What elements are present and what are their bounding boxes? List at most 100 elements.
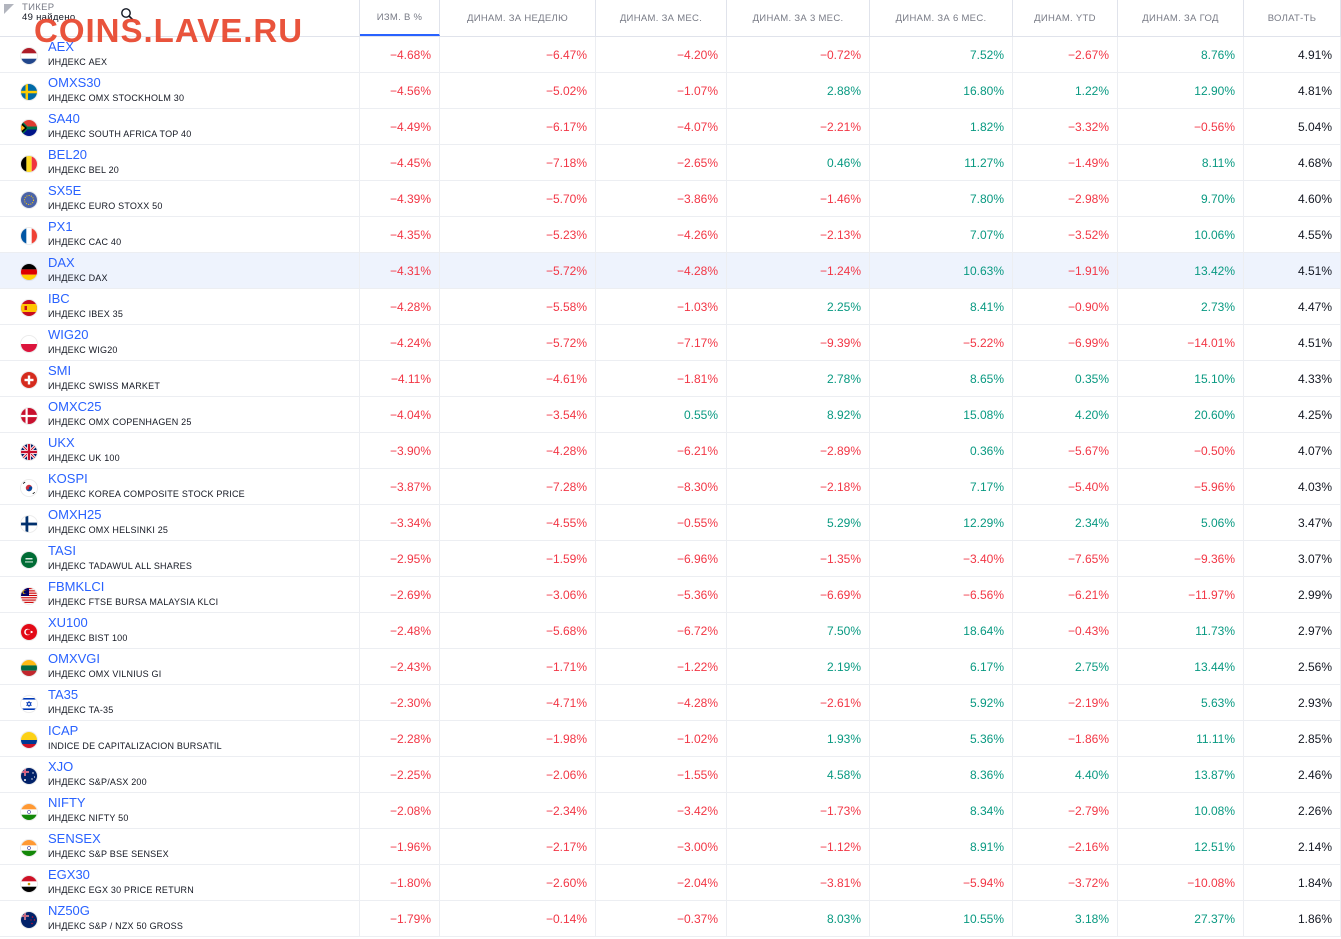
header-perf-ytd[interactable]: ДИНАМ. YTD [1013, 0, 1118, 36]
perf-6-month-cell: 7.17% [870, 469, 1013, 504]
header-perf-week[interactable]: ДИНАМ. ЗА НЕДЕЛЮ [440, 0, 596, 36]
ticker-symbol-link[interactable]: OMXVGI [48, 651, 101, 666]
table-row[interactable]: KOSPI ИНДЕКС KOREA COMPOSITE STOCK PRICE −… [0, 469, 1341, 505]
ticker-cell: FBMKLCI ИНДЕКС FTSE BURSA MALAYSIA KLCI [0, 577, 360, 612]
ticker-symbol-link[interactable]: ICAP [48, 723, 79, 738]
table-row[interactable]: FBMKLCI ИНДЕКС FTSE BURSA MALAYSIA KLCI −2… [0, 577, 1341, 613]
ticker-symbol-link[interactable]: KOSPI [48, 471, 88, 486]
perf-3-month-cell: 5.29% [727, 505, 870, 540]
ticker-symbol-link[interactable]: SMI [48, 363, 72, 378]
table-row[interactable]: EGX30 ИНДЕКС EGX 30 PRICE RETURN −1.80% −2.… [0, 865, 1341, 901]
table-row[interactable]: OMXVGI ИНДЕКС OMX VILNIUS GI −2.43% −1.71% −… [0, 649, 1341, 685]
table-row[interactable]: OMXC25 ИНДЕКС OMX COPENHAGEN 25 −4.04% −3.5… [0, 397, 1341, 433]
table-row[interactable]: SX5E ИНДЕКС EURO STOXX 50 −4.39% −5.70% −3.8… [0, 181, 1341, 217]
ticker-description: ИНДЕКС S&P/ASX 200 [48, 777, 147, 787]
perf-month-cell: −6.96% [596, 541, 727, 576]
perf-year-cell: 8.11% [1118, 145, 1244, 180]
ticker-symbol-link[interactable]: IBC [48, 291, 70, 306]
perf-6-month-cell: 8.36% [870, 757, 1013, 792]
perf-ytd-cell: 1.22% [1013, 73, 1118, 108]
ticker-symbol-link[interactable]: NIFTY [48, 795, 86, 810]
change-percent-cell: −2.08% [360, 793, 440, 828]
perf-month-cell: −1.55% [596, 757, 727, 792]
colombia-flag-icon [21, 732, 37, 748]
change-percent-cell: −4.24% [360, 325, 440, 360]
turkey-flag-icon [21, 624, 37, 640]
header-perf-year[interactable]: ДИНАМ. ЗА ГОД [1118, 0, 1244, 36]
table-row[interactable]: PX1 ИНДЕКС CAC 40 −4.35% −5.23% −4.26% −2.13%… [0, 217, 1341, 253]
ticker-symbol-link[interactable]: EGX30 [48, 867, 90, 882]
header-perf-3-month[interactable]: ДИНАМ. ЗА 3 МЕС. [727, 0, 870, 36]
table-row[interactable]: OMXH25 ИНДЕКС OMX HELSINKI 25 −3.34% −4.55%… [0, 505, 1341, 541]
ticker-symbol-link[interactable]: TASI [48, 543, 76, 558]
perf-ytd-cell: 4.20% [1013, 397, 1118, 432]
change-percent-cell: −1.96% [360, 829, 440, 864]
table-row[interactable]: ICAP INDICE DE CAPITALIZACION BURSATIL −2.… [0, 721, 1341, 757]
table-row[interactable]: IBC ИНДЕКС IBEX 35 −4.28% −5.58% −1.03% 2.25%… [0, 289, 1341, 325]
table-row[interactable]: NIFTY ИНДЕКС NIFTY 50 −2.08% −2.34% −3.42% −1… [0, 793, 1341, 829]
ticker-symbol-link[interactable]: SENSEX [48, 831, 101, 846]
table-row[interactable]: XJO ИНДЕКС S&P/ASX 200 −2.25% −2.06% −1.55% 4… [0, 757, 1341, 793]
ticker-symbol-link[interactable]: OMXH25 [48, 507, 102, 522]
table-row[interactable]: SMI ИНДЕКС SWISS MARKET −4.11% −4.61% −1.81%… [0, 361, 1341, 397]
table-row[interactable]: SA40 ИНДЕКС SOUTH AFRICA TOP 40 −4.49% −6.1… [0, 109, 1341, 145]
ticker-symbol-link[interactable]: FBMKLCI [48, 579, 105, 594]
perf-3-month-cell: 2.25% [727, 289, 870, 324]
table-row[interactable]: SENSEX ИНДЕКС S&P BSE SENSEX −1.96% −2.17% −… [0, 829, 1341, 865]
table-row[interactable]: XU100 ИНДЕКС BIST 100 −2.48% −5.68% −6.72% 7.… [0, 613, 1341, 649]
change-percent-cell: −2.30% [360, 685, 440, 720]
table-row[interactable]: BEL20 ИНДЕКС BEL 20 −4.45% −7.18% −2.65% 0.46… [0, 145, 1341, 181]
perf-year-cell: 2.73% [1118, 289, 1244, 324]
perf-6-month-cell: 8.34% [870, 793, 1013, 828]
ticker-symbol-link[interactable]: UKX [48, 435, 75, 450]
perf-year-cell: 10.08% [1118, 793, 1244, 828]
table-row[interactable]: DAX ИНДЕКС DAX −4.31% −5.72% −4.28% −1.24% 10.… [0, 253, 1341, 289]
ticker-symbol-link[interactable]: SA40 [48, 111, 80, 126]
ticker-symbol-link[interactable]: XJO [48, 759, 74, 774]
ticker-cell: SX5E ИНДЕКС EURO STOXX 50 [0, 181, 360, 216]
search-icon[interactable] [120, 7, 134, 21]
volatility-cell: 2.97% [1244, 613, 1341, 648]
table-row[interactable]: NZ50G ИНДЕКС S&P / NZX 50 GROSS −1.79% −0.1… [0, 901, 1341, 937]
perf-week-cell: −5.58% [440, 289, 596, 324]
table-body: AEX ИНДЕКС AEX −4.68% −6.47% −4.20% −0.72% 7.5… [0, 37, 1341, 937]
header-change-percent[interactable]: ИЗМ. В % [360, 0, 440, 36]
eu-flag-icon [21, 192, 37, 208]
perf-6-month-cell: 8.65% [870, 361, 1013, 396]
table-row[interactable]: TA35 ИНДЕКС TA-35 −2.30% −4.71% −4.28% −2.61%… [0, 685, 1341, 721]
table-header: ТИКЕР 49 найдено ИЗМ. В % ДИНАМ. ЗА НЕДЕ… [0, 0, 1341, 37]
table-row[interactable]: OMXS30 ИНДЕКС OMX STOCKHOLM 30 −4.56% −5.02… [0, 73, 1341, 109]
ticker-symbol-link[interactable]: BEL20 [48, 147, 88, 162]
ticker-symbol-link[interactable]: OMXC25 [48, 399, 102, 414]
ticker-symbol-link[interactable]: DAX [48, 255, 75, 270]
ticker-symbol-link[interactable]: XU100 [48, 615, 88, 630]
header-ticker[interactable]: ТИКЕР 49 найдено [0, 0, 360, 36]
perf-ytd-cell: −1.49% [1013, 145, 1118, 180]
perf-3-month-cell: 7.50% [727, 613, 870, 648]
header-perf-6-month[interactable]: ДИНАМ. ЗА 6 МЕС. [870, 0, 1013, 36]
ticker-symbol-link[interactable]: AEX [48, 39, 75, 54]
ticker-cell: XJO ИНДЕКС S&P/ASX 200 [0, 757, 360, 792]
volatility-cell: 4.25% [1244, 397, 1341, 432]
table-row[interactable]: WIG20 ИНДЕКС WIG20 −4.24% −5.72% −7.17% −9.39… [0, 325, 1341, 361]
change-percent-cell: −4.04% [360, 397, 440, 432]
ticker-symbol-link[interactable]: SX5E [48, 183, 82, 198]
header-volatility[interactable]: ВОЛАТ-ТЬ [1244, 0, 1341, 36]
perf-ytd-cell: 0.35% [1013, 361, 1118, 396]
volatility-cell: 2.14% [1244, 829, 1341, 864]
ticker-cell: AEX ИНДЕКС AEX [0, 37, 360, 72]
perf-ytd-cell: −2.19% [1013, 685, 1118, 720]
table-row[interactable]: UKX ИНДЕКС UK 100 −3.90% −4.28% −6.21% −2.89%… [0, 433, 1341, 469]
table-row[interactable]: AEX ИНДЕКС AEX −4.68% −6.47% −4.20% −0.72% 7.5… [0, 37, 1341, 73]
ticker-symbol-link[interactable]: TA35 [48, 687, 79, 702]
ticker-description: ИНДЕКС OMX COPENHAGEN 25 [48, 417, 192, 427]
header-perf-month[interactable]: ДИНАМ. ЗА МЕС. [596, 0, 727, 36]
table-row[interactable]: TASI ИНДЕКС TADAWUL ALL SHARES −2.95% −1.59… [0, 541, 1341, 577]
perf-6-month-cell: 10.55% [870, 901, 1013, 936]
ticker-symbol-link[interactable]: NZ50G [48, 903, 90, 918]
ticker-symbol-link[interactable]: PX1 [48, 219, 73, 234]
ticker-symbol-link[interactable]: OMXS30 [48, 75, 101, 90]
ticker-symbol-link[interactable]: WIG20 [48, 327, 89, 342]
perf-month-cell: −6.72% [596, 613, 727, 648]
perf-year-cell: 12.90% [1118, 73, 1244, 108]
